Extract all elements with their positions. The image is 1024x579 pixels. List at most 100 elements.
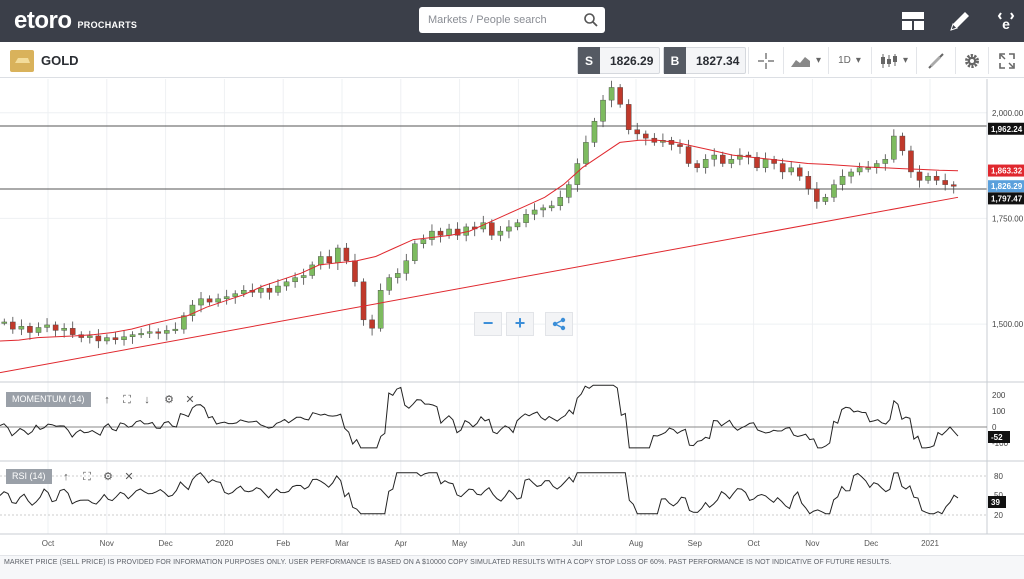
close-icon[interactable]: ✕ xyxy=(124,471,134,483)
time-axis-label: Dec xyxy=(864,539,878,548)
time-axis: Oct Nov Dec 2020 Feb Mar Apr May Jun Jul Aug Sep Oct… xyxy=(42,539,940,548)
candles xyxy=(1,80,957,349)
candle xyxy=(711,154,717,160)
drawing-tools-button[interactable] xyxy=(916,47,954,74)
gear-icon[interactable]: ⚙ xyxy=(164,394,174,406)
momentum-label[interactable]: MOMENTUM (14) xyxy=(6,392,91,407)
candle xyxy=(394,273,401,278)
candle xyxy=(583,142,589,164)
candle xyxy=(369,319,375,329)
maximize-icon[interactable]: ⛶ xyxy=(123,394,131,406)
candle xyxy=(121,336,127,340)
candle xyxy=(437,230,444,236)
candle xyxy=(514,222,521,228)
pencil-icon[interactable] xyxy=(948,9,972,33)
candle xyxy=(112,337,119,340)
price-marker xyxy=(988,164,1024,177)
candle xyxy=(617,87,623,105)
candle xyxy=(69,328,76,335)
sell-label: S xyxy=(578,47,600,74)
search-input[interactable] xyxy=(419,7,569,33)
chart-type-dropdown[interactable]: ▾ xyxy=(783,47,827,74)
candle xyxy=(172,328,179,331)
timeframe-dropdown[interactable]: 1D ▾ xyxy=(828,47,870,74)
candle xyxy=(933,175,940,181)
candle xyxy=(814,188,820,202)
candle xyxy=(497,230,504,236)
share-button[interactable] xyxy=(545,312,573,336)
time-axis-label: Oct xyxy=(42,539,55,548)
candle xyxy=(335,247,341,264)
candle xyxy=(720,154,726,164)
zoom-in-button[interactable]: + xyxy=(506,312,534,336)
candle xyxy=(506,226,512,232)
price-marker-label: 1,826.29 xyxy=(991,182,1023,191)
candle xyxy=(18,325,25,330)
area-chart-icon xyxy=(790,56,810,67)
candle xyxy=(292,277,298,283)
move-up-icon[interactable]: ↑ xyxy=(104,394,110,406)
expand-icon xyxy=(998,52,1015,69)
instrument-bar: GOLD S 1826.29 B 1827.34 ▾ 1D ▾ ▾ xyxy=(0,42,1024,78)
time-axis-label: May xyxy=(452,539,467,548)
candle xyxy=(643,133,649,139)
candle xyxy=(634,129,641,135)
candle xyxy=(10,321,16,330)
price-axis-label: 1,500.00 xyxy=(992,320,1024,329)
candle xyxy=(181,315,187,330)
price-marker xyxy=(988,192,1024,205)
candle xyxy=(899,135,906,152)
layout-icon[interactable] xyxy=(901,9,925,33)
momentum-axis-label: 0 xyxy=(992,423,997,432)
momentum-current-value: -52 xyxy=(991,433,1003,442)
candle xyxy=(702,159,709,168)
candle xyxy=(916,171,923,181)
gear-icon[interactable]: ⚙ xyxy=(103,471,113,483)
candle xyxy=(779,163,786,173)
candle xyxy=(104,337,110,342)
candle xyxy=(865,167,871,170)
price-chart[interactable]: 2,000.00 1,750.00 1,500.00 1,962.24 1,863.3… xyxy=(0,79,1024,554)
buy-price-box[interactable]: B 1827.34 xyxy=(663,47,747,74)
sell-price-box[interactable]: S 1826.29 xyxy=(577,47,661,74)
rsi-label[interactable]: RSI (14) xyxy=(6,469,52,484)
sell-price: 1826.29 xyxy=(610,53,654,68)
price-marker-label: 1,797.47 xyxy=(991,194,1023,203)
candle xyxy=(728,159,735,164)
candle xyxy=(754,156,760,168)
candle xyxy=(27,325,33,333)
candle xyxy=(600,99,606,122)
zoom-out-button[interactable]: − xyxy=(474,312,502,336)
etoro-profile-icon[interactable]: e xyxy=(994,9,1018,33)
candle xyxy=(540,207,546,211)
crosshair-button[interactable] xyxy=(748,47,782,74)
chart-area[interactable]: 2,000.00 1,750.00 1,500.00 1,962.24 1,863.3… xyxy=(0,79,1024,554)
candle xyxy=(523,214,529,223)
move-up-icon[interactable]: ↑ xyxy=(63,471,69,483)
candle xyxy=(822,197,829,202)
time-axis-label: Feb xyxy=(276,539,290,548)
close-icon[interactable]: ✕ xyxy=(185,394,195,406)
etoro-logo[interactable]: etoro PROCHARTS xyxy=(14,7,137,35)
fullscreen-button[interactable] xyxy=(988,47,1024,74)
settings-button[interactable] xyxy=(955,47,987,74)
candle-type-dropdown[interactable]: ▾ xyxy=(871,47,915,74)
candle xyxy=(625,104,632,130)
time-axis-label: Jul xyxy=(572,539,582,548)
candle xyxy=(925,175,931,181)
top-bar: etoro PROCHARTS e xyxy=(0,0,1024,42)
candle xyxy=(146,331,153,334)
search-box[interactable] xyxy=(419,7,605,33)
momentum-axis: 200 100 0 -100-52 xyxy=(988,391,1010,448)
time-axis-label: 2021 xyxy=(921,539,939,548)
gear-icon xyxy=(964,53,979,68)
candle xyxy=(762,159,769,168)
share-icon xyxy=(552,317,566,331)
candle xyxy=(215,298,221,303)
move-down-icon[interactable]: ↓ xyxy=(144,394,150,406)
search-icon[interactable] xyxy=(583,12,599,28)
time-axis-label: Jun xyxy=(512,539,525,548)
time-axis-label: 2020 xyxy=(216,539,234,548)
rsi-current-value: 39 xyxy=(991,498,1000,507)
maximize-icon[interactable]: ⛶ xyxy=(83,471,91,483)
